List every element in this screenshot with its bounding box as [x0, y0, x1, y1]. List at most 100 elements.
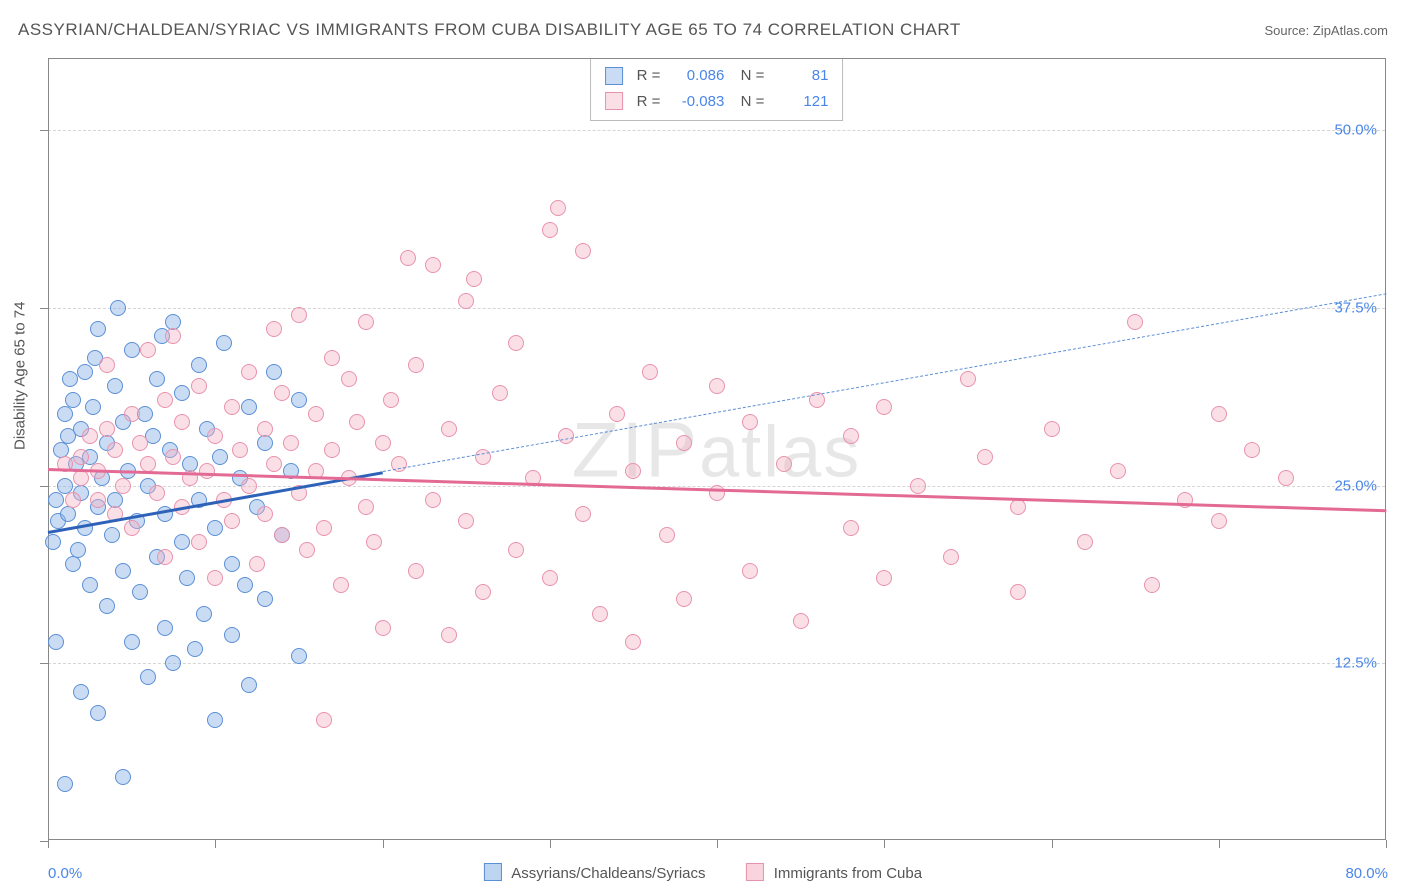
- data-point: [333, 577, 349, 593]
- data-point: [257, 421, 273, 437]
- watermark-atlas: atlas: [699, 412, 861, 492]
- y-tick-label: 12.5%: [1334, 655, 1377, 672]
- data-point: [224, 627, 240, 643]
- data-point: [232, 442, 248, 458]
- data-point: [1110, 463, 1126, 479]
- data-point: [90, 321, 106, 337]
- data-point: [124, 406, 140, 422]
- data-point: [709, 378, 725, 394]
- data-point: [191, 534, 207, 550]
- data-point: [107, 378, 123, 394]
- data-point: [174, 534, 190, 550]
- data-point: [73, 449, 89, 465]
- x-tick: [717, 840, 718, 848]
- y-tick: [40, 486, 48, 487]
- data-point: [274, 385, 290, 401]
- stats-row-series-1: R = 0.086 N = 81: [605, 63, 829, 89]
- data-point: [73, 470, 89, 486]
- data-point: [550, 200, 566, 216]
- data-point: [216, 335, 232, 351]
- y-tick: [40, 841, 48, 842]
- data-point: [257, 435, 273, 451]
- data-point: [575, 506, 591, 522]
- stats-n-value-1: 81: [772, 63, 828, 89]
- data-point: [408, 357, 424, 373]
- data-point: [375, 620, 391, 636]
- plot-area: ZIPatlas R = 0.086 N = 81 R = -0.083 N =…: [48, 58, 1386, 840]
- data-point: [45, 534, 61, 550]
- x-tick: [1386, 840, 1387, 848]
- data-point: [60, 506, 76, 522]
- data-point: [441, 421, 457, 437]
- data-point: [977, 449, 993, 465]
- data-point: [99, 421, 115, 437]
- legend-label-1: Assyrians/Chaldeans/Syriacs: [511, 865, 705, 882]
- data-point: [793, 613, 809, 629]
- data-point: [104, 527, 120, 543]
- data-point: [82, 577, 98, 593]
- data-point: [324, 442, 340, 458]
- data-point: [191, 378, 207, 394]
- data-point: [291, 648, 307, 664]
- data-point: [207, 520, 223, 536]
- data-point: [65, 492, 81, 508]
- data-point: [1211, 406, 1227, 422]
- chart-header: ASSYRIAN/CHALDEAN/SYRIAC VS IMMIGRANTS F…: [18, 20, 1388, 40]
- data-point: [249, 556, 265, 572]
- data-point: [115, 563, 131, 579]
- data-point: [241, 478, 257, 494]
- data-point: [659, 527, 675, 543]
- data-point: [241, 677, 257, 693]
- data-point: [441, 627, 457, 643]
- axis-bottom: [48, 839, 1385, 840]
- y-tick-label: 50.0%: [1334, 122, 1377, 139]
- y-axis-label: Disability Age 65 to 74: [12, 302, 29, 450]
- x-tick: [383, 840, 384, 848]
- data-point: [508, 335, 524, 351]
- data-point: [676, 435, 692, 451]
- data-point: [299, 542, 315, 558]
- data-point: [1010, 499, 1026, 515]
- data-point: [65, 556, 81, 572]
- data-point: [642, 364, 658, 380]
- data-point: [475, 584, 491, 600]
- data-point: [375, 435, 391, 451]
- stats-swatch-2: [605, 92, 623, 110]
- data-point: [1211, 513, 1227, 529]
- data-point: [187, 641, 203, 657]
- data-point: [149, 485, 165, 501]
- stats-r-value-1: 0.086: [668, 63, 724, 89]
- stats-row-series-2: R = -0.083 N = 121: [605, 89, 829, 115]
- data-point: [1044, 421, 1060, 437]
- data-point: [266, 456, 282, 472]
- data-point: [149, 371, 165, 387]
- legend-swatch-2: [746, 863, 764, 881]
- axis-left: [48, 59, 49, 840]
- data-point: [625, 634, 641, 650]
- data-point: [960, 371, 976, 387]
- data-point: [283, 435, 299, 451]
- data-point: [179, 570, 195, 586]
- data-point: [140, 342, 156, 358]
- data-point: [1127, 314, 1143, 330]
- data-point: [291, 392, 307, 408]
- data-point: [466, 271, 482, 287]
- data-point: [266, 321, 282, 337]
- data-point: [408, 563, 424, 579]
- data-point: [1144, 577, 1160, 593]
- y-tick: [40, 663, 48, 664]
- data-point: [274, 527, 290, 543]
- data-point: [358, 499, 374, 515]
- data-point: [140, 669, 156, 685]
- data-point: [90, 492, 106, 508]
- data-point: [157, 620, 173, 636]
- regression-line: [382, 294, 1386, 473]
- legend-item-1: Assyrians/Chaldeans/Syriacs: [484, 863, 706, 882]
- data-point: [124, 634, 140, 650]
- data-point: [400, 250, 416, 266]
- data-point: [358, 314, 374, 330]
- data-point: [132, 584, 148, 600]
- data-point: [57, 406, 73, 422]
- data-point: [207, 570, 223, 586]
- data-point: [140, 456, 156, 472]
